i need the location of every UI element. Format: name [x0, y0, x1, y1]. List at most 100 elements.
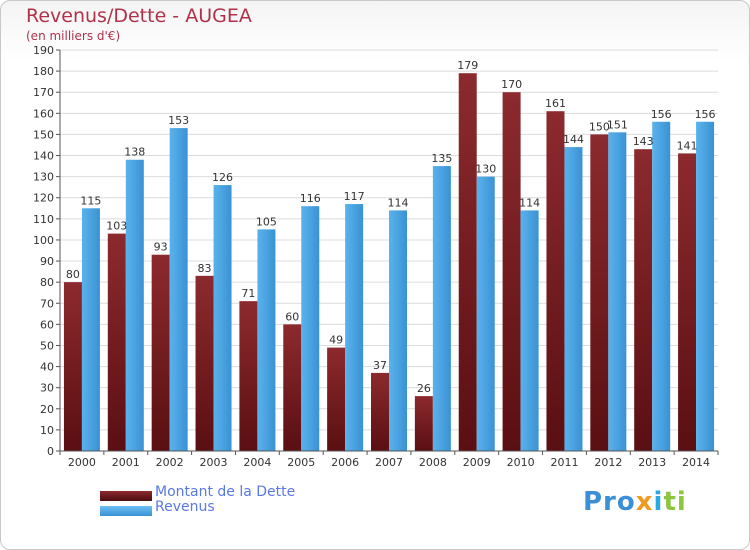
- bar-debt: [678, 153, 697, 452]
- x-tick-label: 2014: [682, 456, 710, 469]
- bar-revenue: [476, 176, 495, 451]
- y-tick-label: 140: [33, 150, 54, 163]
- bar-debt: [195, 275, 214, 451]
- bar-revenue: [696, 121, 715, 451]
- data-label-revenue: 151: [607, 118, 628, 131]
- y-tick-label: 20: [40, 403, 54, 416]
- x-tick-label: 2004: [243, 456, 271, 469]
- y-tick-label: 80: [40, 276, 54, 289]
- y-tick-label: 120: [33, 192, 54, 205]
- data-label-debt: 103: [106, 220, 127, 233]
- x-tick-label: 2001: [112, 456, 140, 469]
- bar-revenue: [564, 147, 583, 451]
- y-tick-label: 30: [40, 382, 54, 395]
- x-tick-label: 2008: [419, 456, 447, 469]
- data-label-revenue: 144: [563, 133, 584, 146]
- legend-label-debt: Montant de la Dette: [155, 484, 296, 500]
- x-tick-label: 2007: [375, 456, 403, 469]
- data-label-debt: 60: [285, 310, 299, 323]
- bar-debt: [63, 282, 82, 451]
- x-tick-label: 2009: [463, 456, 491, 469]
- bar-debt: [327, 347, 346, 451]
- data-label-revenue: 156: [651, 108, 672, 121]
- bar-debt: [283, 324, 302, 451]
- data-label-debt: 179: [457, 59, 478, 72]
- y-tick-label: 40: [40, 361, 54, 374]
- legend-swatch-debt: [100, 491, 152, 501]
- y-tick-label: 150: [33, 128, 54, 141]
- y-tick-label: 160: [33, 107, 54, 120]
- data-label-revenue: 130: [475, 163, 496, 176]
- bar-revenue: [389, 210, 407, 451]
- data-label-debt: 49: [329, 334, 343, 347]
- bar-revenue: [169, 128, 188, 451]
- data-label-debt: 161: [545, 97, 566, 110]
- x-tick-label: 2013: [638, 456, 666, 469]
- y-tick-label: 10: [40, 424, 54, 437]
- y-tick-label: 70: [40, 297, 54, 310]
- data-label-revenue: 117: [344, 190, 365, 203]
- y-tick-label: 60: [40, 318, 54, 331]
- bar-revenue: [125, 159, 144, 451]
- bar-debt: [371, 372, 389, 451]
- data-label-debt: 93: [154, 241, 168, 254]
- bar-debt: [546, 111, 565, 451]
- data-label-debt: 143: [633, 135, 654, 148]
- bar-debt: [502, 92, 521, 452]
- data-label-debt: 37: [373, 359, 387, 372]
- data-label-debt: 170: [501, 78, 522, 91]
- proxiti-logo: Proxiti: [583, 487, 687, 517]
- bar-revenue: [81, 208, 100, 451]
- data-label-debt: 26: [417, 382, 431, 395]
- data-label-revenue: 115: [80, 194, 101, 207]
- chart-subtitle: (en milliers d'€): [26, 29, 121, 43]
- bar-revenue: [432, 166, 451, 451]
- bar-revenue: [520, 210, 539, 451]
- data-label-revenue: 126: [212, 171, 233, 184]
- legend-swatch-revenue: [100, 506, 152, 516]
- bar-debt: [634, 149, 653, 451]
- bar-debt: [458, 73, 477, 451]
- data-label-revenue: 116: [300, 192, 321, 205]
- y-tick-label: 190: [33, 44, 54, 57]
- chart-title: Revenus/Dette - AUGEA: [26, 5, 252, 27]
- x-tick-label: 2006: [331, 456, 359, 469]
- data-label-debt: 150: [589, 120, 610, 133]
- data-label-revenue: 138: [124, 146, 145, 159]
- y-tick-label: 180: [33, 65, 54, 78]
- bar-debt: [151, 254, 170, 451]
- y-axis-ticks: 0 10 20 30 40 50 60 70 80 90 100 110 120 130 140 150 160…: [33, 44, 60, 458]
- bar-revenue: [257, 229, 276, 451]
- data-label-debt: 83: [198, 262, 212, 275]
- data-label-revenue: 114: [388, 196, 409, 209]
- bar-revenue: [608, 132, 627, 451]
- data-label-revenue: 135: [431, 152, 452, 165]
- data-label-revenue: 156: [695, 108, 716, 121]
- y-tick-label: 50: [40, 339, 54, 352]
- legend-label-revenue: Revenus: [155, 499, 215, 515]
- bar-debt: [239, 301, 258, 451]
- data-label-revenue: 105: [256, 215, 277, 228]
- data-label-debt: 80: [66, 268, 80, 281]
- data-label-revenue: 114: [519, 196, 540, 209]
- bars: [63, 73, 715, 452]
- data-label-revenue: 153: [168, 114, 189, 127]
- y-tick-label: 0: [47, 445, 54, 458]
- bar-revenue: [345, 204, 364, 451]
- x-tick-label: 2005: [287, 456, 315, 469]
- data-label-debt: 71: [241, 287, 255, 300]
- y-tick-label: 130: [33, 171, 54, 184]
- x-tick-label: 2010: [507, 456, 535, 469]
- y-tick-label: 170: [33, 86, 54, 99]
- bar-revenue: [301, 206, 320, 451]
- x-tick-label: 2003: [200, 456, 228, 469]
- bar-revenue: [652, 121, 671, 451]
- x-axis-ticks: 2000 2001 2002 2003 2004 2005 2006 2007 2008 2009…: [59, 451, 719, 469]
- x-tick-label: 2011: [550, 456, 578, 469]
- x-tick-label: 2000: [68, 456, 96, 469]
- y-tick-label: 100: [33, 234, 54, 247]
- bar-debt: [590, 134, 609, 451]
- data-labels: 80 115 103 138 93 153 83 126 71 105 60 116 49 117 37 11…: [66, 59, 716, 395]
- y-tick-label: 110: [33, 213, 54, 226]
